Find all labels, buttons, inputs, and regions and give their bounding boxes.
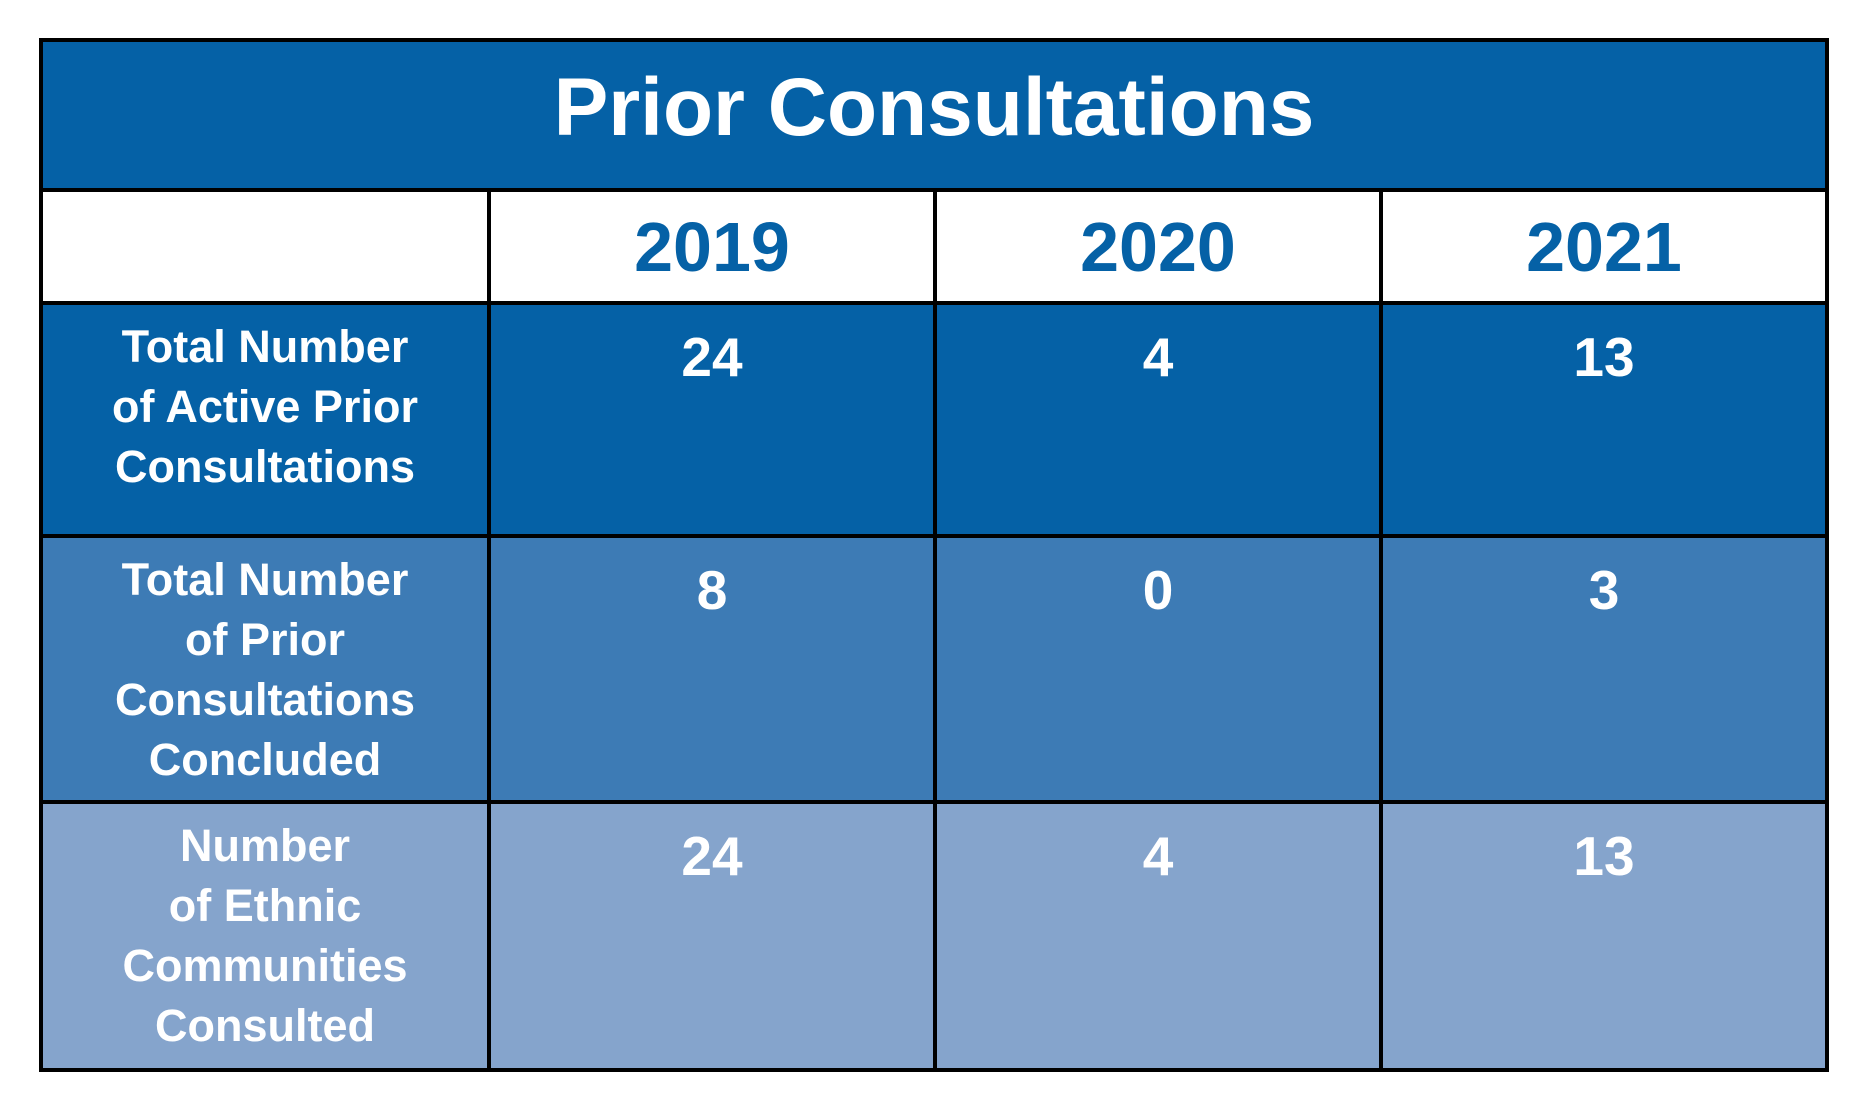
value-cell: 13 [1379, 301, 1829, 539]
column-header-2020: 2020 [933, 188, 1383, 306]
row-label-active-prior-consultations: Total Number of Active Prior Consultatio… [39, 301, 491, 539]
table-row: Total Number of Prior Consultations Conc… [39, 534, 1829, 804]
value-cell: 0 [933, 534, 1383, 804]
table-row: Number of Ethnic Communities Consulted 2… [39, 799, 1829, 1073]
value-cell: 8 [487, 534, 937, 804]
prior-consultations-table: Prior Consultations 2019 2020 2021 Total… [39, 37, 1829, 1073]
value-cell: 13 [1379, 799, 1829, 1073]
table-title: Prior Consultations [39, 37, 1829, 193]
value-cell: 4 [933, 301, 1383, 539]
value-cell: 24 [487, 799, 937, 1073]
column-header-2021: 2021 [1379, 188, 1829, 306]
value-cell: 3 [1379, 534, 1829, 804]
row-label-ethnic-communities-consulted: Number of Ethnic Communities Consulted [39, 799, 491, 1073]
prior-consultations-table-container: Prior Consultations 2019 2020 2021 Total… [39, 37, 1829, 1073]
header-row: 2019 2020 2021 [39, 188, 1829, 306]
title-row: Prior Consultations [39, 37, 1829, 193]
table-row: Total Number of Active Prior Consultatio… [39, 301, 1829, 539]
header-empty-cell [39, 188, 491, 306]
row-label-prior-consultations-concluded: Total Number of Prior Consultations Conc… [39, 534, 491, 804]
value-cell: 24 [487, 301, 937, 539]
column-header-2019: 2019 [487, 188, 937, 306]
value-cell: 4 [933, 799, 1383, 1073]
